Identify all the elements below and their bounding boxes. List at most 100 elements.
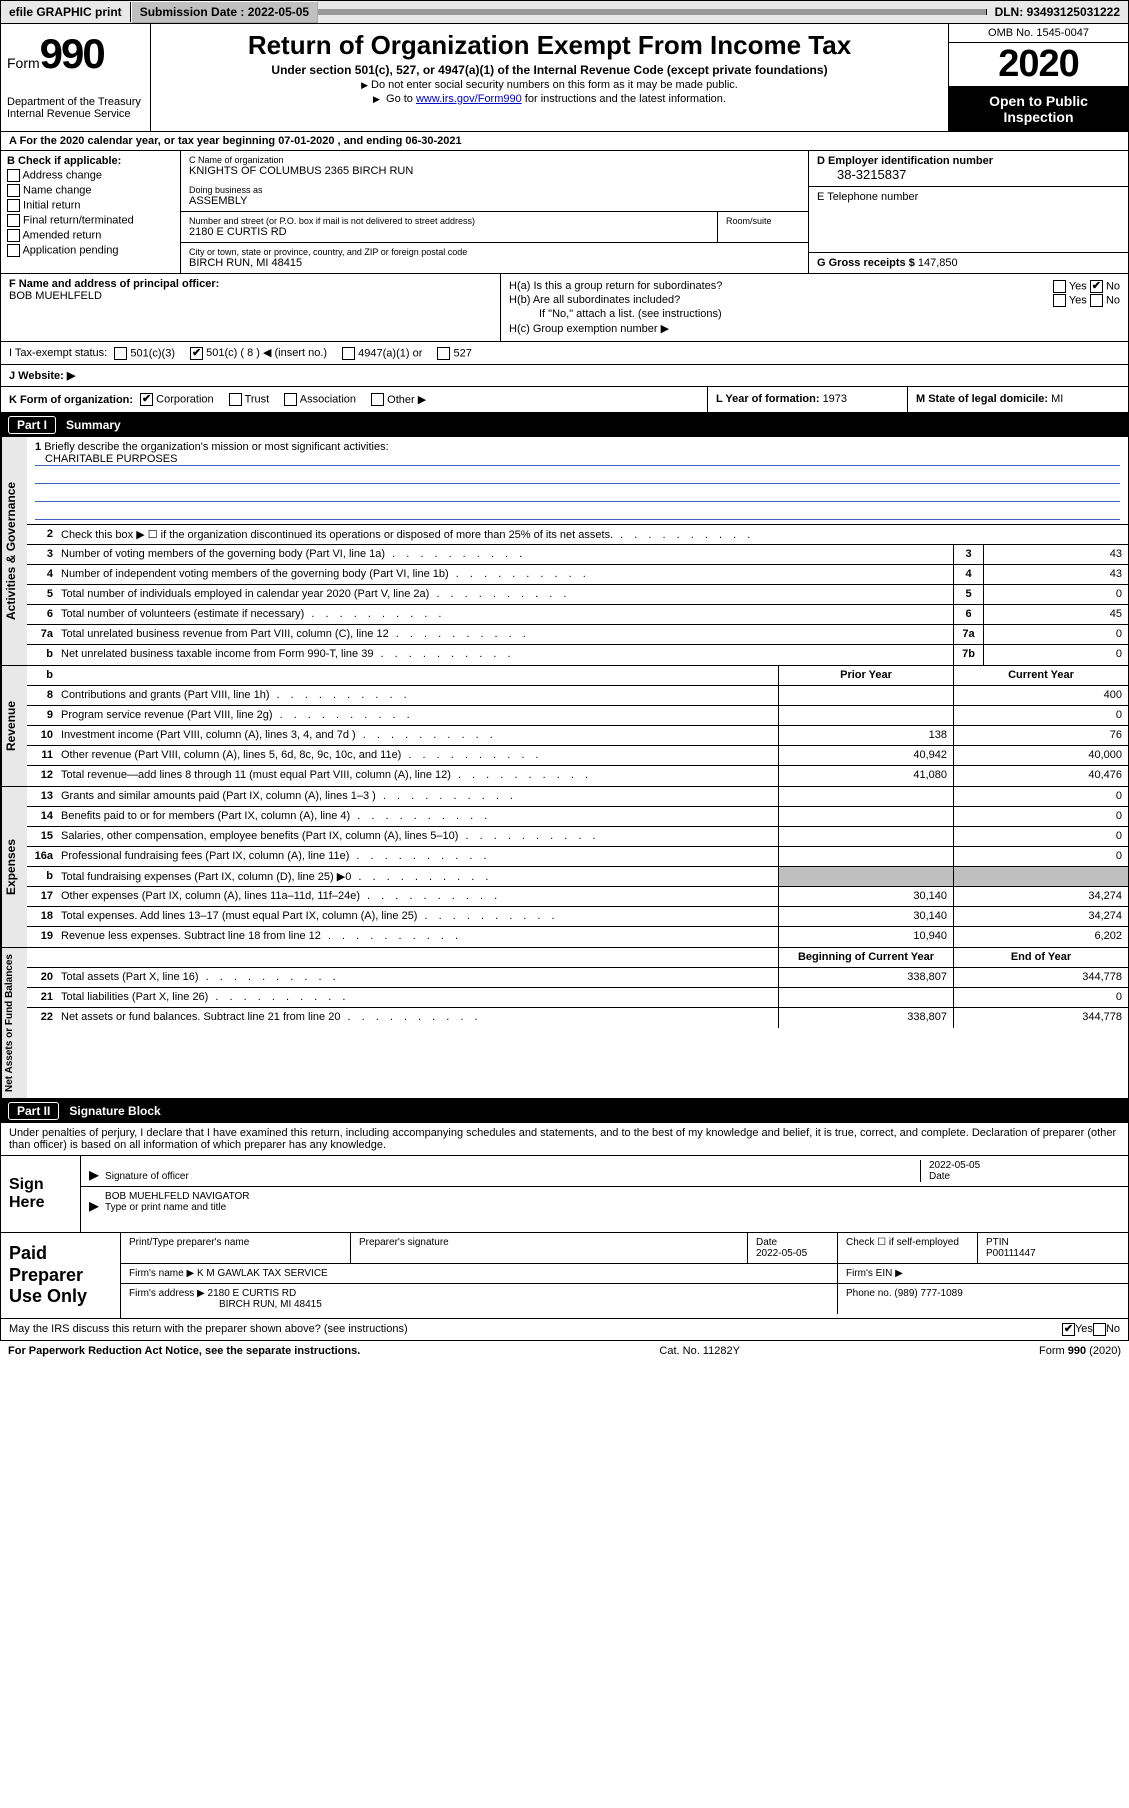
ein-block: D Employer identification number 38-3215… [809, 151, 1128, 187]
ein-label: D Employer identification number [817, 155, 1120, 167]
colb-option[interactable]: Address change [7, 169, 174, 182]
tax-label: I Tax-exempt status: [9, 347, 107, 359]
summary-row: 22Net assets or fund balances. Subtract … [27, 1008, 1128, 1028]
gross-value: 147,850 [918, 257, 958, 269]
f-label: F Name and address of principal officer: [9, 278, 219, 290]
mission-value: CHARITABLE PURPOSES [35, 453, 1120, 466]
sign-here-label: Sign Here [1, 1156, 81, 1232]
tax-501c-checkbox[interactable] [190, 347, 203, 360]
col-b-header: B Check if applicable: [7, 155, 174, 167]
street-address: 2180 E CURTIS RD [189, 226, 709, 238]
city-row: City or town, state or province, country… [181, 243, 808, 273]
col-d-e: D Employer identification number 38-3215… [808, 151, 1128, 273]
tax-4947-checkbox[interactable] [342, 347, 355, 360]
sign-here-block: Sign Here ▸ Signature of officer 2022-05… [0, 1156, 1129, 1233]
vlabel-rev: Revenue [1, 666, 27, 786]
sig-officer-label: Signature of officer [105, 1171, 920, 1182]
ha-yes-checkbox[interactable] [1053, 280, 1066, 293]
irs-q: May the IRS discuss this return with the… [9, 1323, 1062, 1335]
ha-no-checkbox[interactable] [1090, 280, 1103, 293]
form-title: Return of Organization Exempt From Incom… [157, 30, 942, 61]
colb-option[interactable]: Application pending [7, 244, 174, 257]
tax-501c3-checkbox[interactable] [114, 347, 127, 360]
section-ag: Activities & Governance 1 Briefly descri… [0, 437, 1129, 666]
prior-year-hdr: Prior Year [778, 666, 953, 685]
summary-row: 5Total number of individuals employed in… [27, 585, 1128, 605]
header-left: Form990 Department of the Treasury Inter… [1, 24, 151, 131]
firm-addr1: 2180 E CURTIS RD [208, 1288, 297, 1299]
summary-row: bNet unrelated business taxable income f… [27, 645, 1128, 665]
summary-row: 13Grants and similar amounts paid (Part … [27, 787, 1128, 807]
colb-option[interactable]: Initial return [7, 199, 174, 212]
type-label: Type or print name and title [105, 1202, 226, 1213]
summary-row: 12Total revenue—add lines 8 through 11 (… [27, 766, 1128, 786]
line-a: A For the 2020 calendar year, or tax yea… [0, 132, 1129, 151]
blank-cell [318, 9, 986, 15]
footer-mid: Cat. No. 11282Y [659, 1345, 740, 1357]
summary-row: 4Number of independent voting members of… [27, 565, 1128, 585]
addr-label: Number and street (or P.O. box if mail i… [189, 216, 709, 226]
summary-row: 18Total expenses. Add lines 13–17 (must … [27, 907, 1128, 927]
h-questions: H(a) Is this a group return for subordin… [501, 274, 1128, 341]
top-bar: efile GRAPHIC print Submission Date : 20… [0, 0, 1129, 24]
rev-header: b Prior Year Current Year [27, 666, 1128, 686]
hb-yes-checkbox[interactable] [1053, 294, 1066, 307]
footer: For Paperwork Reduction Act Notice, see … [0, 1341, 1129, 1361]
omb-number: OMB No. 1545-0047 [949, 24, 1128, 43]
footer-right: Form 990 (2020) [1039, 1345, 1121, 1357]
summary-row: bTotal fundraising expenses (Part IX, co… [27, 867, 1128, 887]
sig-date-label: Date [929, 1171, 950, 1182]
colb-option[interactable]: Final return/terminated [7, 214, 174, 227]
form-number: Form990 [7, 30, 144, 78]
tel-block: E Telephone number [809, 187, 1128, 252]
part2-title: Signature Block [69, 1104, 160, 1118]
klm-row: K Form of organization: Corporation Trus… [0, 387, 1129, 414]
part1-header: Part I Summary [0, 413, 1129, 437]
vlabel-exp: Expenses [1, 787, 27, 947]
irs-link[interactable]: www.irs.gov/Form990 [416, 93, 522, 105]
dept-treasury: Department of the Treasury Internal Reve… [7, 96, 144, 120]
hb-no-checkbox[interactable] [1090, 294, 1103, 307]
officer-name-title: BOB MUEHLFELD NAVIGATOR [105, 1191, 249, 1202]
form-subtitle: Under section 501(c), 527, or 4947(a)(1)… [157, 63, 942, 77]
sig-date: 2022-05-05 [929, 1160, 980, 1171]
form-header: Form990 Department of the Treasury Inter… [0, 24, 1129, 132]
section-rev: Revenue b Prior Year Current Year 8Contr… [0, 666, 1129, 787]
city-value: BIRCH RUN, MI 48415 [189, 257, 800, 269]
k-trust-checkbox[interactable] [229, 393, 242, 406]
m-state: M State of legal domicile: MI [908, 387, 1128, 413]
k-other-checkbox[interactable] [371, 393, 384, 406]
header-right: OMB No. 1545-0047 2020 Open to Public In… [948, 24, 1128, 131]
colb-option[interactable]: Name change [7, 184, 174, 197]
part2-header: Part II Signature Block [0, 1099, 1129, 1123]
f-name: BOB MUEHLFELD [9, 290, 102, 302]
current-year-hdr: Current Year [953, 666, 1128, 685]
sig-officer-line: ▸ Signature of officer 2022-05-05 Date [81, 1156, 1128, 1187]
colb-option[interactable]: Amended return [7, 229, 174, 242]
irs-no-checkbox[interactable] [1093, 1323, 1106, 1336]
ha-row: H(a) Is this a group return for subordin… [509, 280, 1120, 292]
summary-row: 14Benefits paid to or for members (Part … [27, 807, 1128, 827]
firm-name-row: Firm's name ▶ K M GAWLAK TAX SERVICE Fir… [121, 1264, 1128, 1284]
summary-row: 2Check this box ▶ ☐ if the organization … [27, 525, 1128, 545]
hb-note: If "No," attach a list. (see instruction… [509, 308, 1120, 320]
summary-row: 17Other expenses (Part IX, column (A), l… [27, 887, 1128, 907]
k-assoc-checkbox[interactable] [284, 393, 297, 406]
col-b-check: B Check if applicable: Address change Na… [1, 151, 181, 273]
k-corp-checkbox[interactable] [140, 393, 153, 406]
tax-status-row: I Tax-exempt status: 501(c)(3) 501(c) ( … [0, 342, 1129, 365]
org-name-block: C Name of organization KNIGHTS OF COLUMB… [181, 151, 808, 212]
preparer-row1: Print/Type preparer's name Preparer's si… [121, 1233, 1128, 1264]
submission-date-button[interactable]: Submission Date : 2022-05-05 [131, 1, 318, 23]
note-ssn: Do not enter social security numbers on … [157, 79, 942, 91]
address-row: Number and street (or P.O. box if mail i… [181, 212, 808, 243]
sig-name-line: ▸ BOB MUEHLFELD NAVIGATOR Type or print … [81, 1187, 1128, 1217]
footer-left: For Paperwork Reduction Act Notice, see … [8, 1345, 360, 1357]
firm-addr-label: Firm's address ▶ [129, 1288, 205, 1299]
city-label: City or town, state or province, country… [189, 247, 800, 257]
tax-527-checkbox[interactable] [437, 347, 450, 360]
irs-yes-checkbox[interactable] [1062, 1323, 1075, 1336]
summary-row: 21Total liabilities (Part X, line 26)0 [27, 988, 1128, 1008]
firm-addr-row: Firm's address ▶ 2180 E CURTIS RD BIRCH … [121, 1284, 1128, 1314]
self-employed: Check ☐ if self-employed [838, 1233, 978, 1263]
